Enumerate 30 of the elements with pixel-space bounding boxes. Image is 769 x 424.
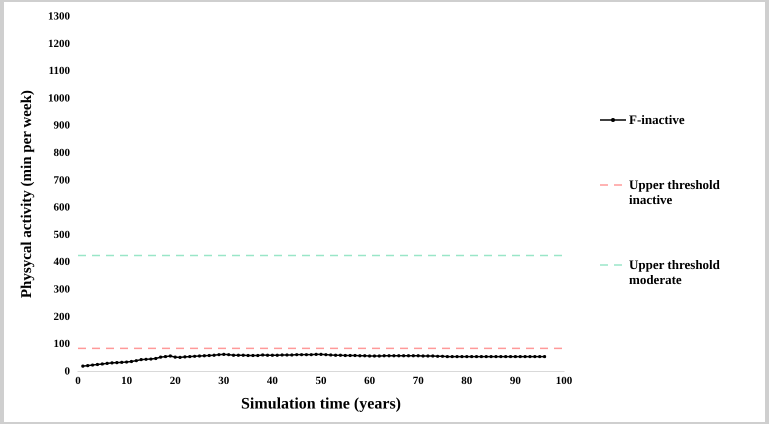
x-tick-label: 100: [556, 375, 573, 388]
y-tick-label: 1200: [48, 38, 70, 50]
x-tick-label: 60: [364, 375, 376, 388]
x-tick-label: 0: [75, 375, 82, 388]
x-tick-label: 80: [461, 375, 473, 388]
y-tick-label: 200: [54, 310, 70, 323]
x-tick-label: 50: [316, 375, 327, 388]
y-tick-label: 400: [54, 256, 70, 268]
y-tick-label: 1100: [48, 65, 70, 78]
y-tick-label: 800: [54, 146, 70, 159]
y-tick-label: 1300: [48, 10, 70, 22]
y-tick-label: 900: [54, 120, 70, 132]
legend-label: Upper threshold inactive: [629, 177, 721, 207]
y-axis-title: Physycal activity (min per week): [18, 90, 35, 298]
x-tick-label: 10: [121, 375, 133, 388]
x-tick-label: 90: [510, 375, 522, 388]
x-axis-title: Simulation time (years): [241, 396, 401, 413]
y-tick-label: 0: [64, 365, 70, 378]
x-tick-label: 30: [218, 375, 230, 388]
y-tick-label: 600: [54, 202, 70, 214]
x-tick-label: 40: [266, 375, 278, 388]
x-tick-label: 70: [412, 375, 424, 388]
y-tick-label: 700: [54, 174, 70, 186]
y-tick-label: 500: [54, 228, 70, 241]
legend-label: Upper threshold moderate: [629, 257, 721, 287]
y-tick-label: 1000: [48, 92, 70, 104]
legend-label: F-inactive: [629, 112, 685, 127]
y-tick-label: 100: [54, 338, 70, 350]
y-tick-label: 300: [54, 284, 70, 296]
x-tick-label: 20: [170, 375, 182, 388]
